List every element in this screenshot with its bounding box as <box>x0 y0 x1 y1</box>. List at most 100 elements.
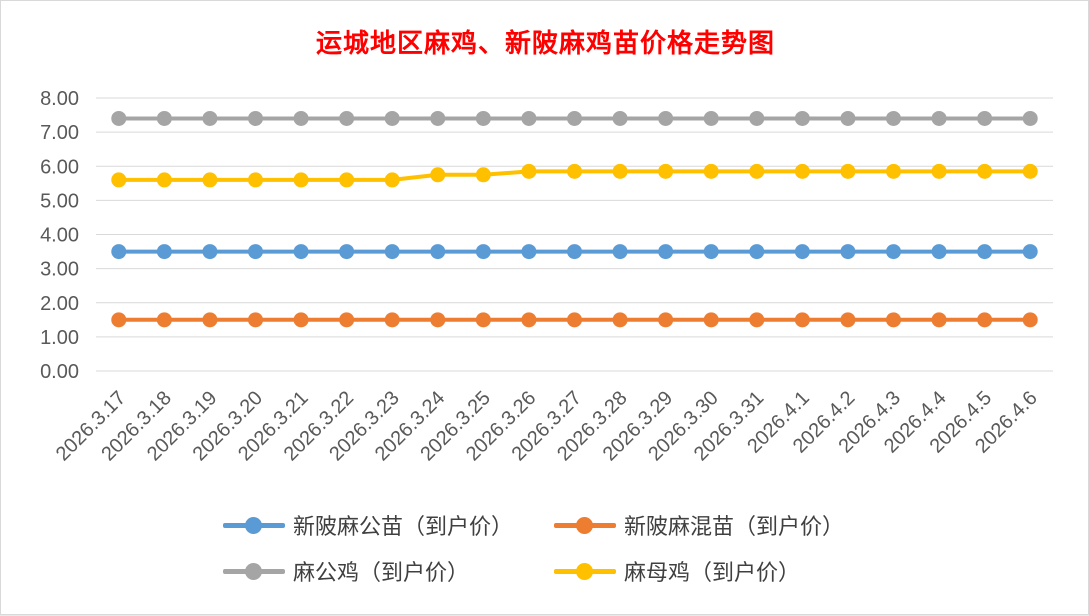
data-point-series-2 <box>156 312 172 328</box>
data-point-series-2 <box>703 312 719 328</box>
data-point-series-4 <box>567 163 582 179</box>
data-point-series-1 <box>248 244 263 260</box>
data-point-series-1 <box>794 244 810 260</box>
y-tick-label: 5.00 <box>40 190 79 212</box>
y-tick-label: 0.00 <box>40 361 79 383</box>
legend-item-series-2[interactable]: 新陂麻混苗（到户价） <box>554 509 844 541</box>
legend-label-series-4: 麻母鸡（到户价） <box>624 561 801 586</box>
data-point-series-2 <box>977 312 993 328</box>
data-point-series-2 <box>1022 312 1038 328</box>
y-tick-label: 3.00 <box>40 259 79 281</box>
data-point-series-1 <box>202 244 218 260</box>
data-point-series-4 <box>749 163 765 179</box>
data-point-series-3 <box>1022 110 1038 126</box>
data-point-series-1 <box>931 244 947 260</box>
data-point-series-1 <box>977 244 993 260</box>
data-point-series-2 <box>339 312 355 328</box>
data-point-series-4 <box>430 167 446 183</box>
data-point-series-1 <box>156 244 172 260</box>
data-point-series-3 <box>156 110 172 126</box>
legend-label-series-2: 新陂麻混苗（到户价） <box>624 515 845 540</box>
data-point-series-2 <box>931 312 947 328</box>
y-tick-label: 1.00 <box>40 327 79 349</box>
data-point-series-4 <box>1022 163 1038 179</box>
data-point-series-2 <box>111 312 127 328</box>
data-point-series-2 <box>384 312 400 328</box>
legend-item-series-1[interactable]: 新陂麻公苗（到户价） <box>223 509 513 541</box>
data-point-series-3 <box>430 110 446 126</box>
data-point-series-3 <box>749 110 765 126</box>
data-point-series-2 <box>248 312 263 328</box>
data-point-series-3 <box>886 110 901 126</box>
legend-item-series-4[interactable]: 麻母鸡（到户价） <box>554 555 800 587</box>
data-point-series-4 <box>111 172 127 188</box>
data-point-series-1 <box>384 244 400 260</box>
data-point-series-3 <box>612 110 628 126</box>
data-point-series-1 <box>339 244 355 260</box>
data-point-series-2 <box>840 312 856 328</box>
y-tick-label: 8.00 <box>40 88 79 110</box>
data-point-series-1 <box>475 244 491 260</box>
legend-swatch-series-2 <box>554 515 616 535</box>
data-point-series-2 <box>475 312 491 328</box>
data-point-series-1 <box>567 244 582 260</box>
data-point-series-2 <box>658 312 674 328</box>
legend-swatch-series-3 <box>223 561 285 581</box>
data-point-series-4 <box>248 172 263 188</box>
data-point-series-4 <box>794 163 810 179</box>
data-point-series-3 <box>567 110 582 126</box>
data-point-series-3 <box>840 110 856 126</box>
data-point-series-4 <box>840 163 856 179</box>
y-tick-label: 6.00 <box>40 156 79 178</box>
data-point-series-1 <box>111 244 127 260</box>
data-point-series-4 <box>339 172 355 188</box>
data-point-series-1 <box>886 244 901 260</box>
data-point-series-3 <box>658 110 674 126</box>
data-point-series-1 <box>658 244 674 260</box>
legend-swatch-series-1 <box>223 515 285 535</box>
data-point-series-2 <box>886 312 901 328</box>
legend-item-series-3[interactable]: 麻公鸡（到户价） <box>223 555 469 587</box>
data-point-series-3 <box>339 110 355 126</box>
data-point-series-3 <box>703 110 719 126</box>
data-point-series-2 <box>293 312 309 328</box>
data-point-series-1 <box>430 244 446 260</box>
data-point-series-4 <box>384 172 400 188</box>
data-point-series-4 <box>977 163 993 179</box>
data-point-series-1 <box>293 244 309 260</box>
legend-label-series-3: 麻公鸡（到户价） <box>293 561 470 586</box>
data-point-series-1 <box>521 244 537 260</box>
data-point-series-2 <box>521 312 537 328</box>
data-point-series-2 <box>612 312 628 328</box>
y-tick-label: 4.00 <box>40 225 79 247</box>
data-point-series-2 <box>430 312 446 328</box>
y-tick-label: 2.00 <box>40 293 79 315</box>
data-point-series-4 <box>703 163 719 179</box>
data-point-series-4 <box>202 172 218 188</box>
data-point-series-1 <box>840 244 856 260</box>
data-point-series-1 <box>612 244 628 260</box>
data-point-series-3 <box>202 110 218 126</box>
y-tick-label: 7.00 <box>40 122 79 144</box>
data-point-series-4 <box>612 163 628 179</box>
data-point-series-3 <box>111 110 127 126</box>
data-point-series-4 <box>293 172 309 188</box>
data-point-series-3 <box>977 110 993 126</box>
data-point-series-3 <box>293 110 309 126</box>
data-point-series-1 <box>1022 244 1038 260</box>
data-point-series-3 <box>931 110 947 126</box>
data-point-series-4 <box>156 172 172 188</box>
data-point-series-4 <box>931 163 947 179</box>
data-point-series-4 <box>886 163 901 179</box>
data-point-series-1 <box>703 244 719 260</box>
data-point-series-4 <box>521 163 537 179</box>
data-point-series-4 <box>658 163 674 179</box>
data-point-series-1 <box>749 244 765 260</box>
data-point-series-2 <box>794 312 810 328</box>
data-point-series-2 <box>202 312 218 328</box>
data-point-series-3 <box>384 110 400 126</box>
legend-label-series-1: 新陂麻公苗（到户价） <box>293 515 514 540</box>
data-point-series-2 <box>567 312 582 328</box>
data-point-series-3 <box>794 110 810 126</box>
